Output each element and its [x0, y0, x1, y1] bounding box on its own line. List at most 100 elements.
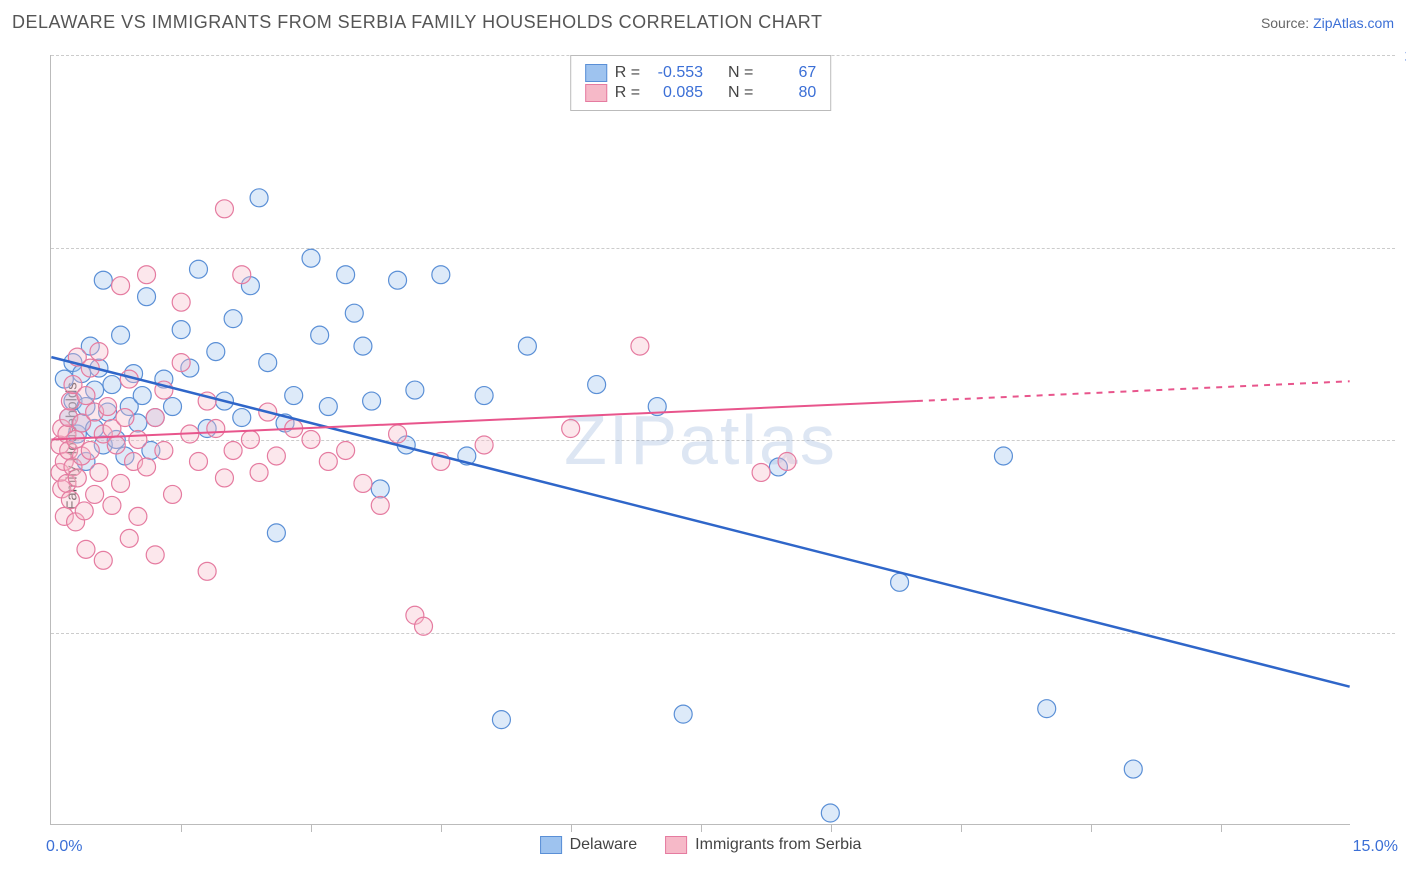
point-serbia — [241, 431, 259, 449]
point-delaware — [406, 381, 424, 399]
n-label: N = — [728, 64, 753, 82]
point-serbia — [371, 496, 389, 514]
point-delaware — [821, 804, 839, 822]
bottom-legend: Delaware Immigrants from Serbia — [540, 836, 862, 854]
x-min-label: 0.0% — [46, 838, 82, 856]
point-delaware — [233, 409, 251, 427]
point-delaware — [112, 326, 130, 344]
point-serbia — [302, 431, 320, 449]
point-delaware — [138, 288, 156, 306]
point-serbia — [103, 496, 121, 514]
point-delaware — [891, 573, 909, 591]
point-delaware — [302, 249, 320, 267]
stat-row-serbia: R = 0.085 N = 80 — [585, 84, 817, 102]
legend-label-serbia: Immigrants from Serbia — [695, 836, 861, 854]
xtick — [311, 824, 312, 832]
point-delaware — [267, 524, 285, 542]
swatch-delaware — [540, 836, 562, 854]
point-serbia — [112, 277, 130, 295]
point-delaware — [371, 480, 389, 498]
point-serbia — [224, 441, 242, 459]
source-text: Source: ZipAtlas.com — [1261, 15, 1394, 31]
stat-row-delaware: R = -0.553 N = 67 — [585, 64, 817, 82]
point-serbia — [146, 546, 164, 564]
point-delaware — [224, 310, 242, 328]
point-serbia — [77, 540, 95, 558]
point-serbia — [752, 463, 770, 481]
xtick — [961, 824, 962, 832]
point-serbia — [631, 337, 649, 355]
header: DELAWARE VS IMMIGRANTS FROM SERBIA FAMIL… — [12, 12, 1394, 33]
point-serbia — [120, 529, 138, 547]
point-serbia — [138, 458, 156, 476]
point-serbia — [107, 436, 125, 454]
xtick — [831, 824, 832, 832]
xtick — [701, 824, 702, 832]
n-value-delaware: 67 — [761, 64, 816, 82]
point-serbia — [189, 452, 207, 470]
point-delaware — [164, 398, 182, 416]
point-serbia — [164, 485, 182, 503]
legend-item-delaware: Delaware — [540, 836, 638, 854]
point-delaware — [475, 387, 493, 405]
point-serbia — [233, 266, 251, 284]
point-serbia — [354, 474, 372, 492]
xtick — [1221, 824, 1222, 832]
point-serbia — [77, 387, 95, 405]
point-serbia — [94, 551, 112, 569]
point-delaware — [103, 376, 121, 394]
point-delaware — [345, 304, 363, 322]
point-serbia — [215, 469, 233, 487]
legend-label-delaware: Delaware — [570, 836, 638, 854]
point-delaware — [363, 392, 381, 410]
r-value-delaware: -0.553 — [648, 64, 703, 82]
point-serbia — [146, 409, 164, 427]
point-delaware — [432, 266, 450, 284]
source-link[interactable]: ZipAtlas.com — [1313, 15, 1394, 31]
point-serbia — [172, 293, 190, 311]
point-serbia — [207, 420, 225, 438]
swatch-serbia — [585, 84, 607, 102]
point-delaware — [674, 705, 692, 723]
point-delaware — [311, 326, 329, 344]
point-delaware — [250, 189, 268, 207]
chart-svg — [51, 55, 1350, 824]
point-serbia — [319, 452, 337, 470]
point-serbia — [267, 447, 285, 465]
point-delaware — [172, 321, 190, 339]
point-serbia — [337, 441, 355, 459]
point-serbia — [250, 463, 268, 481]
point-serbia — [155, 441, 173, 459]
r-label: R = — [615, 84, 640, 102]
xtick — [181, 824, 182, 832]
point-serbia — [129, 431, 147, 449]
point-serbia — [129, 507, 147, 525]
r-value-serbia: 0.085 — [648, 84, 703, 102]
n-value-serbia: 80 — [761, 84, 816, 102]
point-serbia — [198, 562, 216, 580]
point-serbia — [90, 463, 108, 481]
point-delaware — [285, 387, 303, 405]
point-delaware — [1038, 700, 1056, 718]
point-delaware — [994, 447, 1012, 465]
stat-legend: R = -0.553 N = 67 R = 0.085 N = 80 — [570, 55, 832, 111]
chart-title: DELAWARE VS IMMIGRANTS FROM SERBIA FAMIL… — [12, 12, 822, 33]
point-delaware — [389, 271, 407, 289]
point-serbia — [138, 266, 156, 284]
xtick — [571, 824, 572, 832]
point-serbia — [99, 398, 117, 416]
point-delaware — [259, 354, 277, 372]
point-serbia — [389, 425, 407, 443]
point-delaware — [1124, 760, 1142, 778]
point-serbia — [475, 436, 493, 454]
point-serbia — [90, 343, 108, 361]
swatch-delaware — [585, 64, 607, 82]
x-max-label: 15.0% — [1353, 838, 1398, 856]
r-label: R = — [615, 64, 640, 82]
point-serbia — [172, 354, 190, 372]
point-serbia — [415, 617, 433, 635]
point-serbia — [81, 441, 99, 459]
point-delaware — [337, 266, 355, 284]
point-delaware — [492, 711, 510, 729]
point-delaware — [133, 387, 151, 405]
